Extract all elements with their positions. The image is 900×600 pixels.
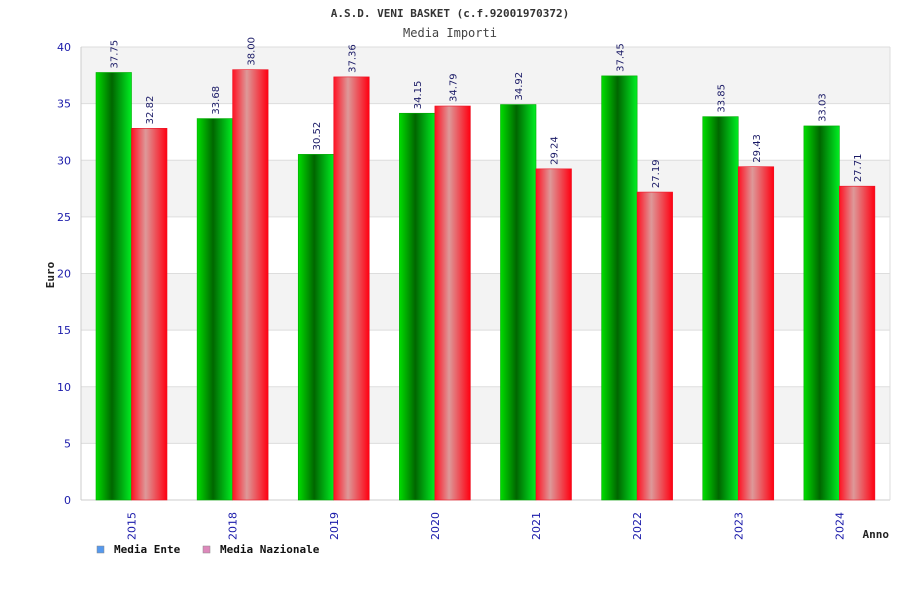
y-tick-label: 5 <box>64 437 71 450</box>
y-tick-label: 10 <box>57 381 71 394</box>
value-label-media-nazionale-2021: 29.24 <box>550 136 561 165</box>
value-label-media-ente-2020: 34.15 <box>413 81 424 110</box>
legend-swatch-media-nazionale <box>202 545 211 554</box>
x-tick-label-2023: 2023 <box>732 512 745 540</box>
bar-media-ente-2024 <box>803 125 840 501</box>
x-tick-label-2019: 2019 <box>328 512 341 540</box>
value-label-media-ente-2021: 34.92 <box>514 72 525 101</box>
x-axis-label: Anno <box>863 528 890 541</box>
bar-media-nazionale-2021 <box>535 168 572 501</box>
value-label-media-nazionale-2024: 27.71 <box>853 154 864 183</box>
value-label-media-nazionale-2015: 32.82 <box>145 96 156 125</box>
bar-media-ente-2019 <box>297 154 335 501</box>
bar-media-ente-2020 <box>399 112 436 501</box>
value-label-media-ente-2022: 37.45 <box>615 43 626 72</box>
y-tick-label: 15 <box>57 324 71 337</box>
bar-media-ente-2022 <box>601 75 638 501</box>
y-tick-labels: 0 5 10 15 20 25 30 35 40 <box>57 41 71 507</box>
bar-media-nazionale-2024 <box>839 185 876 501</box>
y-tick-label: 0 <box>64 494 71 507</box>
legend-swatch-media-ente <box>96 545 105 554</box>
value-label-media-ente-2019: 30.52 <box>312 122 323 151</box>
x-tick-label-2021: 2021 <box>530 512 543 540</box>
bar-media-nazionale-2022 <box>636 191 673 501</box>
chart-title: A.S.D. VENI BASKET (c.f.92001970372) <box>331 7 569 20</box>
value-label-media-nazionale-2020: 34.79 <box>449 73 460 102</box>
y-tick-label: 30 <box>57 154 71 167</box>
bar-media-nazionale-2019 <box>333 76 370 501</box>
bar-media-nazionale-2015 <box>131 128 168 501</box>
bar-media-nazionale-2020 <box>434 105 471 501</box>
legend: Media Ente Media Nazionale <box>96 543 320 556</box>
bar-media-ente-2021 <box>500 104 537 501</box>
y-tick-label: 25 <box>57 211 71 224</box>
legend-label-media-ente: Media Ente <box>114 543 181 556</box>
bars <box>95 69 876 501</box>
value-label-media-nazionale-2023: 29.43 <box>752 134 763 163</box>
bar-media-ente-2018 <box>196 118 233 501</box>
x-tick-label-2018: 2018 <box>227 512 240 540</box>
x-tick-label-2020: 2020 <box>429 512 442 540</box>
x-tick-label-2015: 2015 <box>126 512 139 540</box>
x-tick-label-2024: 2024 <box>833 512 846 540</box>
bar-media-nazionale-2023 <box>737 166 775 501</box>
x-tick-label-2022: 2022 <box>631 512 644 540</box>
y-tick-label: 40 <box>57 41 71 54</box>
bar-media-nazionale-2018 <box>232 69 269 501</box>
y-axis-label: Euro <box>44 261 57 288</box>
value-label-media-ente-2024: 33.03 <box>818 93 829 122</box>
y-tick-label: 35 <box>57 98 71 111</box>
bar-media-ente-2015 <box>95 72 132 501</box>
value-label-media-nazionale-2022: 27.19 <box>651 159 662 188</box>
value-label-media-nazionale-2019: 37.36 <box>348 44 359 73</box>
value-labels: 37.75 32.82 33.68 38.00 30.52 37.36 34.15 34.79… <box>110 37 864 188</box>
value-label-media-nazionale-2018: 38.00 <box>246 37 257 66</box>
y-tick-label: 20 <box>57 268 71 281</box>
bar-media-ente-2023 <box>702 116 739 501</box>
value-label-media-ente-2015: 37.75 <box>110 40 121 69</box>
value-label-media-ente-2023: 33.85 <box>717 84 728 113</box>
legend-label-media-nazionale: Media Nazionale <box>220 543 320 556</box>
x-tick-labels: 2015 2018 2019 2020 2021 2022 2023 2024 <box>126 512 847 540</box>
chart-subtitle: Media Importi <box>403 26 497 40</box>
value-label-media-ente-2018: 33.68 <box>211 86 222 115</box>
plot-band <box>81 47 890 104</box>
